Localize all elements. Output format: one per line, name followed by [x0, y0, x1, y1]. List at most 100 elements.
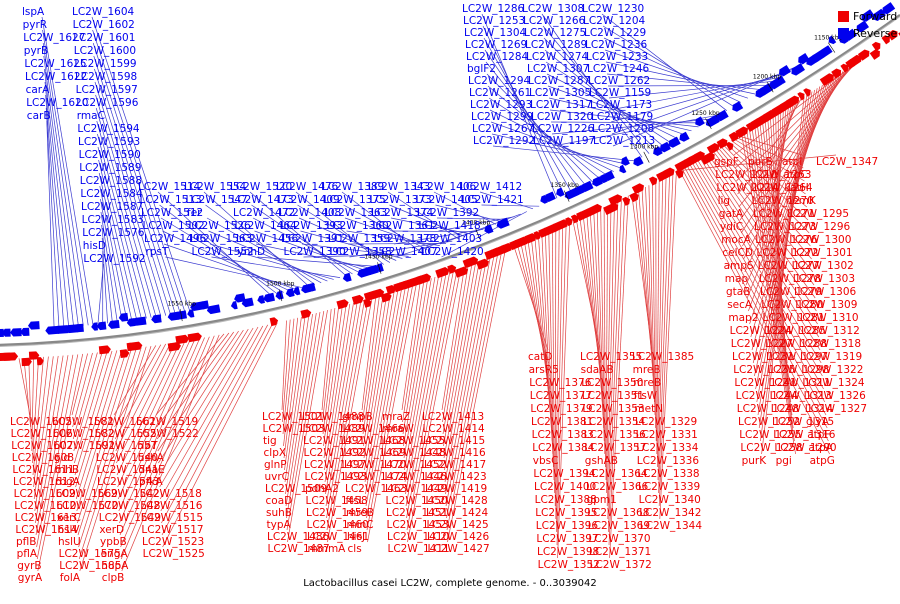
- gene-label: LC2W_1274: [526, 51, 589, 63]
- gene-label: rmaC: [77, 110, 105, 122]
- gene-label: LC2W_1307: [527, 63, 589, 75]
- gene-label: LC2W_1286: [462, 3, 525, 15]
- leader-line: [518, 246, 549, 363]
- gene-label: lspA: [22, 6, 45, 18]
- reverse-gene-arrow: [20, 328, 29, 336]
- leader-line: [160, 328, 254, 487]
- reverse-gene-arrow: [207, 304, 221, 314]
- legend-reverse-label: Reverse: [853, 27, 897, 40]
- gene-label: LC2W_1602: [73, 19, 135, 31]
- gene-label: LC2W_1347: [816, 156, 878, 168]
- gene-label: LC2W_1427: [428, 543, 490, 555]
- gene-label: LC2W_1301: [790, 247, 852, 259]
- gene-label: LC2W_1306: [794, 286, 857, 298]
- gene-label: LC2W_1236: [585, 39, 648, 51]
- gene-label: LC2W_1428: [426, 495, 488, 507]
- gene-label: LC2W_1418: [419, 220, 481, 232]
- gene-label: LC2W_1327: [805, 403, 867, 415]
- gene-label: pdhA2: [305, 483, 339, 495]
- gene-label: LC2W_1423: [425, 471, 487, 483]
- gene-label: glnP: [264, 459, 287, 471]
- gene-label: katH: [784, 182, 808, 194]
- gene-label: hisD: [83, 240, 106, 252]
- legend-forward-label: Forward: [853, 10, 897, 23]
- gene-label: ftsW: [634, 390, 658, 402]
- tick-label: 1250 kbp: [691, 110, 719, 117]
- gene-label: LC2W_1589: [79, 162, 141, 174]
- gene-label: LC2W_1412: [460, 181, 522, 193]
- reverse-gene-arrow: [791, 63, 805, 76]
- gene-label: cls: [348, 543, 362, 555]
- gene-label: vbsC: [533, 455, 559, 467]
- gene-label: mmmA: [308, 543, 347, 555]
- gene-label: LC2W_1588: [80, 175, 142, 187]
- gene-label: secA: [727, 299, 753, 311]
- reverse-gene-arrow: [119, 313, 129, 322]
- gene-label: LC2W_1625: [24, 58, 86, 70]
- gene-label: engA: [101, 548, 129, 560]
- reverse-gene-arrow: [619, 165, 626, 174]
- gene-label: tig: [263, 435, 277, 447]
- gene-label: gshAB: [585, 455, 618, 467]
- gene-label: atpI: [782, 156, 802, 168]
- gene-label: LC2W_1308: [522, 3, 584, 15]
- gene-label: LC2W_1421: [462, 194, 524, 206]
- gene-label: atpC: [783, 169, 808, 181]
- gene-label: LC2W_1339: [638, 481, 700, 493]
- legend-reverse: Reverse: [838, 25, 897, 42]
- reverse-gene-arrow: [621, 156, 630, 165]
- gene-label: LC2W_1336: [637, 455, 700, 467]
- gene-label: gatA: [719, 208, 744, 220]
- gene-label: LC2W_1287: [528, 75, 590, 87]
- reverse-gene-arrow: [10, 328, 22, 336]
- gene-label: LC2W_1294: [468, 75, 531, 87]
- gene-label: hemK: [786, 195, 817, 207]
- gene-label: LC2W_1318: [799, 338, 861, 350]
- tick-label: 1550 kbp: [168, 300, 196, 307]
- gene-label: LC2W_1425: [427, 519, 489, 531]
- gene-label: gyrB: [17, 560, 41, 572]
- gene-label: ynhD: [238, 246, 266, 258]
- gene-label: ftsL: [346, 495, 365, 507]
- gene-label: LC2W_1226: [532, 123, 595, 135]
- forward-gene-arrow: [622, 197, 630, 206]
- gene-label: ydiC: [720, 221, 743, 233]
- leader-line: [322, 309, 331, 410]
- gene-label: LC2W_1620: [26, 97, 88, 109]
- gene-label: LC2W_1403: [420, 233, 482, 245]
- gene-label: LC2W_1300: [789, 234, 851, 246]
- gene-label: LC2W_1173: [590, 99, 652, 111]
- gene-label: LC2W_1304: [464, 27, 527, 39]
- gene-label: LC2W_1229: [584, 27, 646, 39]
- gene-label: LC2W_1230: [582, 3, 644, 15]
- reverse-gene-arrow: [293, 287, 300, 296]
- gene-label: mreB: [346, 507, 374, 519]
- gene-label: LC2W_1312: [798, 325, 860, 337]
- reverse-gene-arrow: [581, 181, 594, 192]
- reverse-gene-arrow: [544, 192, 556, 203]
- gene-label: LC2W_1417: [424, 459, 486, 471]
- gene-label: LC2W_1420: [422, 246, 484, 258]
- gene-label: glyA: [806, 416, 830, 428]
- gene-label: LC2W_1385: [632, 351, 694, 363]
- gene-label: LC2W_1415: [423, 435, 485, 447]
- gene-label: LC2W_1322: [801, 364, 863, 376]
- gene-label: atpF: [807, 429, 830, 441]
- gene-label: gmpB: [342, 411, 373, 423]
- gene-label: LC2W_1309: [795, 299, 857, 311]
- gene-label: LC2W_1299: [471, 111, 533, 123]
- gene-label: LC2W_1295: [787, 208, 849, 220]
- gene-label: LC2W_1592: [83, 253, 145, 265]
- gene-label: LC2W_1597: [76, 84, 138, 96]
- gene-label: pflB: [16, 536, 36, 548]
- tick-label: 1500 kbp: [266, 280, 294, 287]
- gene-label: LC2W_1584: [80, 188, 143, 200]
- gene-label: LC2W_1261: [469, 87, 531, 99]
- gene-label: LC2W_1517: [141, 524, 203, 536]
- gene-label: metN: [634, 403, 663, 415]
- strand-legend: Forward Reverse: [838, 8, 897, 42]
- gene-labels: LC2W_1604LC2W_1602LC2W_1601LC2W_1600LC2W…: [10, 3, 878, 584]
- gene-label: carB: [27, 110, 51, 122]
